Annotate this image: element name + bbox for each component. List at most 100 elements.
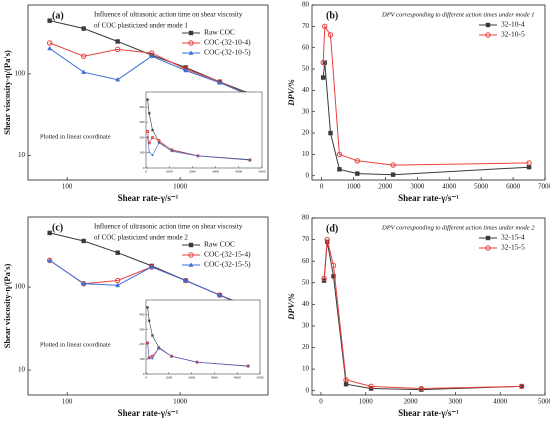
x-tick-label: 5000 (538, 398, 550, 406)
marker (114, 46, 121, 53)
x-axis-label: Shear rate-γ/s⁻¹ (398, 408, 459, 418)
series-line (322, 62, 530, 176)
inset-x-tick-label: 3000 (211, 375, 218, 379)
y-tick-label: 10 (302, 150, 310, 158)
y-tick-label: 0 (306, 171, 310, 179)
marker (183, 67, 189, 73)
inset-x-tick-label: 2000 (188, 375, 195, 379)
marker (343, 377, 349, 383)
x-axis-label: Shear rate-γ/s⁻¹ (398, 193, 459, 203)
series-line (322, 24, 530, 166)
y-axis-label: Shear viscosity-η/(Pa's) (2, 50, 12, 135)
y-tick-label: 10 (18, 151, 26, 159)
marker (81, 281, 87, 286)
y-tick-label: 20 (302, 129, 310, 137)
marker (146, 129, 150, 134)
marker (519, 383, 525, 390)
marker (151, 334, 154, 337)
x-tick-label: 2000 (404, 398, 419, 406)
panel-label: (a) (52, 10, 64, 21)
marker (170, 149, 174, 153)
x-tick-label: 0 (320, 183, 324, 191)
plot-frame (311, 217, 546, 396)
legend-label: Raw COC (204, 28, 235, 37)
y-tick-label: 60 (302, 43, 310, 51)
chart-title: DPV corresponding to different action ti… (381, 11, 535, 18)
marker (115, 282, 121, 288)
chart-title: Influence of ultrasonic action time on s… (94, 223, 243, 231)
y-tick-label: 100 (15, 70, 26, 78)
y-tick-label: 100 (15, 283, 26, 291)
y-tick-label: 10 (18, 366, 26, 374)
marker (81, 238, 86, 244)
y-tick-label: 30 (302, 107, 310, 115)
y-tick-label: 0 (306, 386, 310, 394)
marker (324, 236, 330, 243)
panel-label: (d) (326, 223, 338, 234)
x-tick-label: 0 (319, 398, 323, 406)
marker (151, 128, 154, 132)
marker (148, 112, 151, 115)
marker (188, 242, 194, 248)
x-tick-label: 6000 (506, 183, 521, 191)
marker (327, 32, 334, 38)
marker (146, 98, 149, 101)
series-line (323, 239, 522, 390)
marker (328, 130, 333, 136)
marker (320, 59, 326, 66)
marker (170, 354, 173, 358)
y-axis-label: Shear viscosity-η/(Pa's) (2, 263, 12, 348)
x-tick-label: 5000 (474, 183, 489, 191)
marker (148, 319, 151, 322)
marker (146, 341, 149, 344)
x-tick-label: 3000 (410, 183, 425, 191)
x-axis-label: Shear rate-γ/s⁻¹ (118, 408, 179, 418)
inset-x-tick-label: 1000 (166, 169, 173, 173)
y-tick-label: 20 (302, 343, 310, 351)
y-tick-label: 80 (302, 1, 310, 9)
chart-title: of COC plasticized under mode 2 (94, 234, 188, 242)
marker (526, 164, 532, 170)
y-axis-label: DPV/% (286, 79, 296, 106)
marker (337, 167, 342, 172)
marker (321, 275, 327, 282)
legend-label: Raw COC (204, 240, 235, 249)
marker (331, 274, 336, 279)
x-tick-label: 1000 (359, 398, 374, 406)
marker (188, 40, 194, 46)
marker (146, 135, 149, 138)
marker (217, 80, 223, 85)
panel-label: (c) (52, 222, 63, 233)
marker (485, 245, 491, 251)
marker (519, 384, 524, 389)
inset-frame (145, 91, 263, 169)
marker (485, 22, 491, 28)
marker (368, 383, 374, 390)
legend-label: 32-15-4 (501, 233, 525, 242)
marker (47, 230, 52, 236)
inset-y-tick-label: 200 (139, 135, 145, 139)
legend-label: COC-(32-15-5) (204, 260, 251, 269)
marker (46, 40, 53, 46)
inset-y-tick-label: 400 (139, 313, 145, 317)
marker (151, 357, 154, 360)
inset-x-tick-label: 5000 (257, 375, 264, 379)
legend-label: 32-15-5 (501, 243, 525, 252)
series-line (323, 241, 522, 391)
chart-title: of COC plasticized under mode 1 (94, 22, 188, 30)
inset-x-tick-label: 4000 (234, 375, 241, 379)
marker (330, 262, 337, 269)
marker (485, 235, 491, 241)
y-tick-label: 40 (302, 300, 310, 308)
y-axis-label: DPV/% (286, 293, 296, 320)
marker (80, 53, 87, 59)
marker (157, 346, 160, 349)
marker (47, 45, 53, 51)
chart-title: DPV corresponding to different action ti… (381, 224, 535, 231)
marker (354, 158, 361, 164)
inset-y-tick-label: 100 (139, 151, 145, 155)
marker (322, 60, 327, 65)
marker (217, 292, 223, 297)
y-tick-label: 10 (302, 365, 310, 373)
panel-label: (b) (326, 10, 338, 21)
